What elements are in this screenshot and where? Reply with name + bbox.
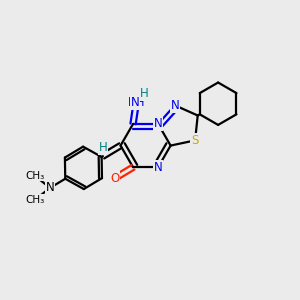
Text: CH₃: CH₃ [25, 171, 44, 181]
Text: N: N [170, 99, 179, 112]
Text: H: H [98, 141, 107, 154]
Text: N: N [46, 181, 55, 194]
Text: S: S [191, 134, 199, 147]
Text: CH₃: CH₃ [25, 195, 44, 205]
Text: H: H [140, 87, 149, 100]
Text: N: N [154, 161, 163, 174]
Text: N: N [130, 96, 139, 109]
Text: N: N [154, 117, 163, 130]
Text: O: O [110, 172, 119, 185]
Text: NH: NH [128, 96, 145, 109]
